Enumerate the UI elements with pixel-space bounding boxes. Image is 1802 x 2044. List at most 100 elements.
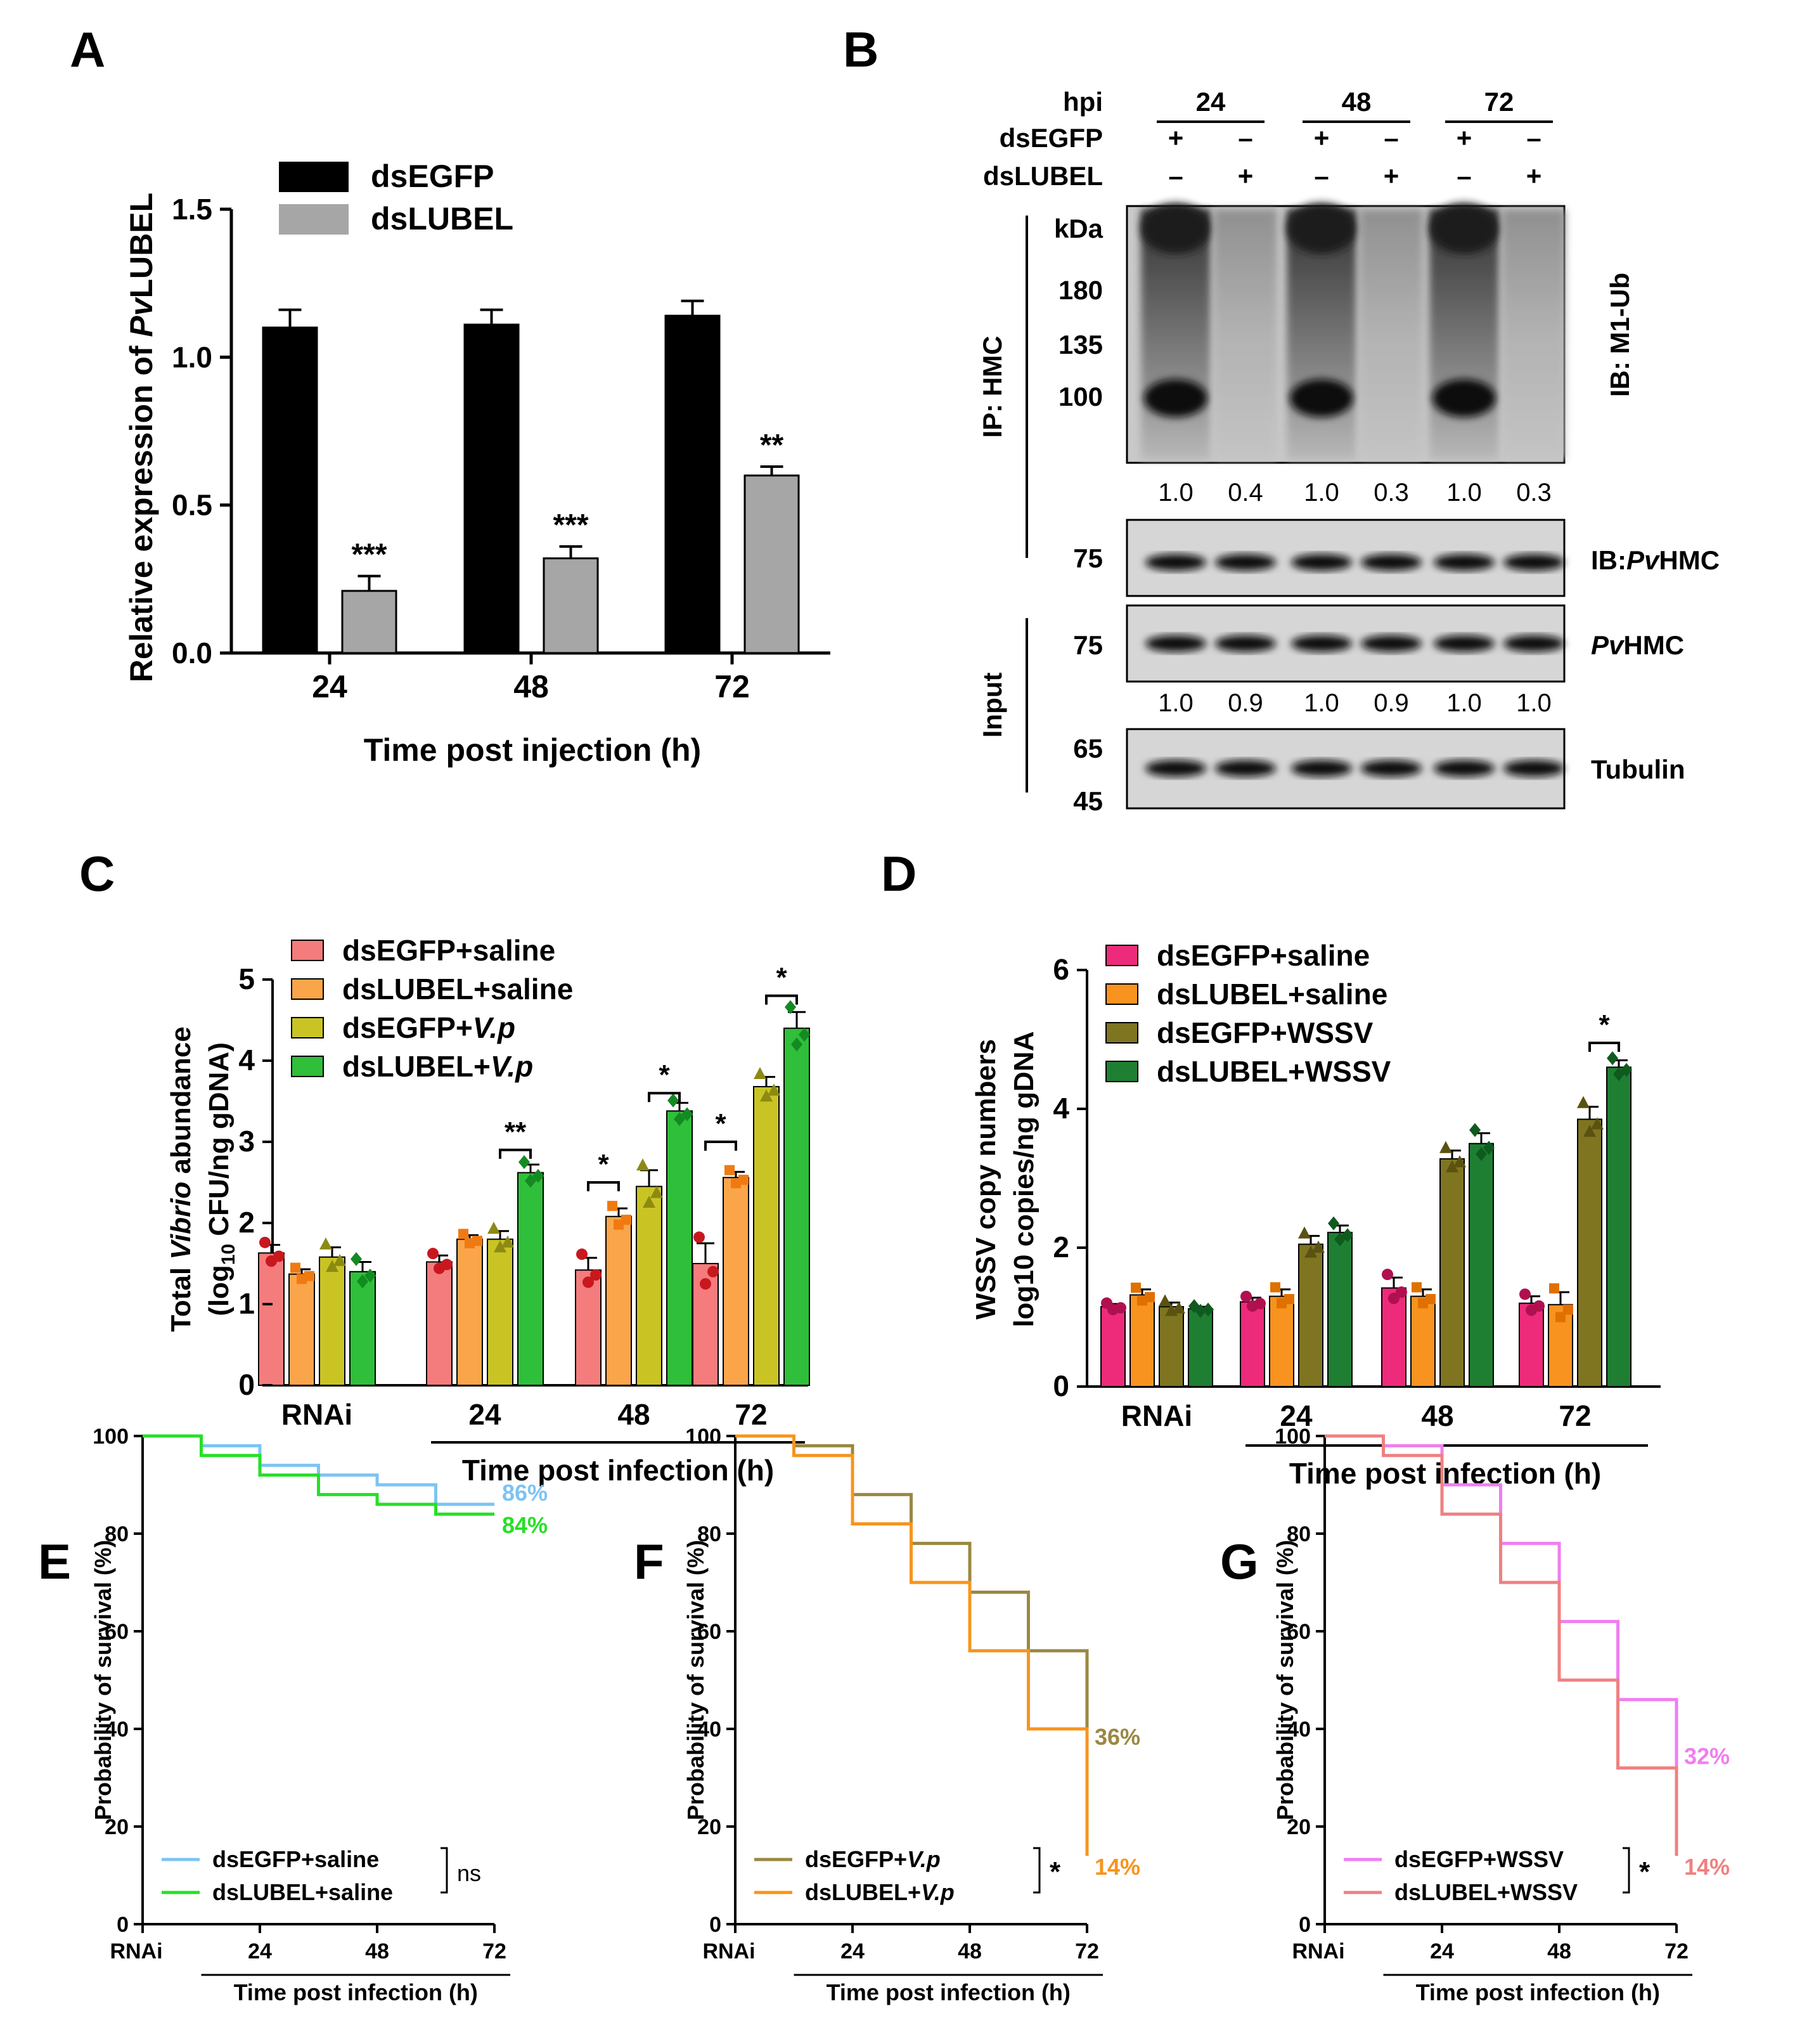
legend-label-dsegfp-wssv: dsEGFP+WSSV xyxy=(1157,1016,1374,1049)
legend-label-dsegfp: dsEGFP xyxy=(371,158,494,194)
bar-dsegfp-wssv-48 xyxy=(1439,1158,1465,1387)
replicate-dot xyxy=(1202,1302,1214,1317)
bar-dslubel-wssv-24 xyxy=(1327,1231,1353,1388)
dsegfp-sign: – xyxy=(1238,123,1252,153)
bar-dslubel-wssv-48 xyxy=(1469,1142,1494,1387)
protein-band xyxy=(1503,635,1564,652)
replicate-dot xyxy=(487,1221,500,1234)
bar-dsegfp-v-p-rnai xyxy=(319,1256,345,1387)
panel-a-y-label: Relative expression of PvLUBEL xyxy=(124,193,159,682)
legend-label-dsegfp-wssv: dsEGFP+WSSV xyxy=(1394,1846,1564,1872)
replicate-dot xyxy=(501,1235,514,1248)
replicate-dot xyxy=(458,1229,468,1239)
smear-top xyxy=(1141,203,1211,254)
replicate-dot xyxy=(650,1186,663,1198)
bar-dsegfp-wssv-24 xyxy=(1298,1243,1323,1388)
survival-curve-dslubel-wssv xyxy=(1325,1434,1678,1856)
replicate-dot xyxy=(297,1274,307,1284)
replicate-dot xyxy=(754,1066,766,1079)
y-tick-label: 5 xyxy=(238,962,255,995)
y-tick-label: 0 xyxy=(709,1913,721,1937)
replicate-dot xyxy=(643,1196,655,1208)
legend-swatch-dslubel-saline xyxy=(291,978,324,1000)
y-tick-label: 20 xyxy=(1287,1815,1311,1839)
marker-45: 45 xyxy=(1073,786,1103,816)
bar-dslubel-v-p-24 xyxy=(517,1172,544,1386)
replicate-dot xyxy=(1159,1294,1171,1307)
replicate-dot xyxy=(1483,1141,1495,1155)
y-tick-label: 40 xyxy=(1287,1717,1311,1742)
significance-label: * xyxy=(598,1149,609,1180)
x-tick-label: 24 xyxy=(312,669,347,704)
replicate-dot xyxy=(1446,1160,1458,1172)
panel-c-y-ticks: 0 1 2 3 4 5 xyxy=(238,962,273,1401)
replicate-dot xyxy=(525,1174,536,1188)
end-label-dsegfp-saline: 86% xyxy=(502,1480,548,1506)
end-label-dslubel-v-p: 14% xyxy=(1095,1854,1140,1880)
dslubel-sign: + xyxy=(1526,161,1542,191)
panel-b-letter: B xyxy=(843,22,878,77)
panel-e-letter: E xyxy=(38,1534,71,1589)
x-tick-label: 24 xyxy=(248,1939,272,1963)
protein-band xyxy=(1361,760,1422,777)
hpi-24: 24 xyxy=(1196,87,1226,117)
legend-label-dsegfp-v-p: dsEGFP+V.p xyxy=(805,1846,941,1872)
replicate-dot xyxy=(760,1089,773,1102)
x-tick-label: 24 xyxy=(468,1398,501,1431)
y-tick-label: 4 xyxy=(238,1044,255,1077)
bar-dsegfp-24 xyxy=(262,327,318,654)
significance-label: * xyxy=(715,1108,726,1139)
panel-d-y-label-line1: WSSV copy numbers xyxy=(970,1039,1001,1320)
y-tick-label: 0 xyxy=(238,1368,255,1401)
legend-swatch-dslubel-saline xyxy=(1105,983,1138,1005)
replicate-dot xyxy=(1240,1290,1252,1302)
replicate-dot xyxy=(582,1276,594,1288)
y-tick-label: 100 xyxy=(93,1425,129,1449)
bar-dslubel-saline-rnai xyxy=(1129,1294,1155,1387)
bar-dsegfp-saline-rnai xyxy=(1100,1306,1126,1387)
y-tick-label: 0.5 xyxy=(172,489,212,522)
replicate-dot xyxy=(1334,1232,1346,1246)
replicate-dot xyxy=(1418,1298,1428,1309)
quant-value: 1.0 xyxy=(1446,479,1482,507)
replicate-dot xyxy=(1396,1286,1407,1298)
replicate-dot xyxy=(724,1165,735,1175)
bar-dsegfp-72 xyxy=(664,314,721,654)
end-label-dslubel-saline: 84% xyxy=(502,1512,548,1538)
quant-value: 0.9 xyxy=(1228,689,1263,717)
bar-dslubel-v-p-48 xyxy=(666,1110,693,1386)
dsegfp-sign: – xyxy=(1384,123,1398,153)
quant-value: 1.0 xyxy=(1446,689,1482,717)
y-axis-label: Probability of survival (%) xyxy=(90,1540,116,1820)
replicate-dot xyxy=(1412,1282,1422,1293)
dslubel-sign: – xyxy=(1314,161,1329,191)
legend-swatch-dsegfp-saline xyxy=(291,940,324,961)
quant-value: 1.0 xyxy=(1158,479,1194,507)
replicate-dot xyxy=(1382,1269,1393,1281)
legend-label-dsegfp-saline: dsEGFP+saline xyxy=(342,934,555,967)
x-axis-label: Time post infection (h) xyxy=(234,1979,478,2005)
marker-75-input: 75 xyxy=(1073,630,1103,660)
blot-tubulin-bands xyxy=(1145,760,1564,777)
y-tick-label: 0 xyxy=(1053,1369,1069,1402)
panel-d-y-ticks: 0 2 4 6 xyxy=(1053,953,1087,1402)
panel-f-letter: F xyxy=(634,1534,664,1589)
replicate-dot xyxy=(351,1252,362,1266)
x-tick-label: 72 xyxy=(714,669,750,704)
replicate-dot xyxy=(1476,1147,1487,1161)
y-tick-label: 100 xyxy=(685,1425,721,1449)
survival-curve-dsegfp-v-p xyxy=(735,1434,1089,1749)
ib-m1-ub-label: IB: M1-Ub xyxy=(1605,273,1635,397)
protein-band xyxy=(1503,554,1564,571)
tubulin-label: Tubulin xyxy=(1591,754,1685,784)
legend-swatch-dslubel-wssv xyxy=(1105,1061,1138,1082)
legend-label-dslubel-wssv: dsLUBEL+WSSV xyxy=(1394,1879,1578,1905)
bar-dslubel-48 xyxy=(543,557,599,654)
protein-band xyxy=(1291,635,1352,652)
replicate-dot xyxy=(532,1168,544,1183)
bar-dsegfp-wssv-72 xyxy=(1577,1118,1602,1388)
y-tick-label: 1.5 xyxy=(172,193,212,226)
survival-curve-dslubel-v-p xyxy=(735,1434,1089,1856)
end-label-dsegfp-v-p: 36% xyxy=(1095,1724,1140,1750)
